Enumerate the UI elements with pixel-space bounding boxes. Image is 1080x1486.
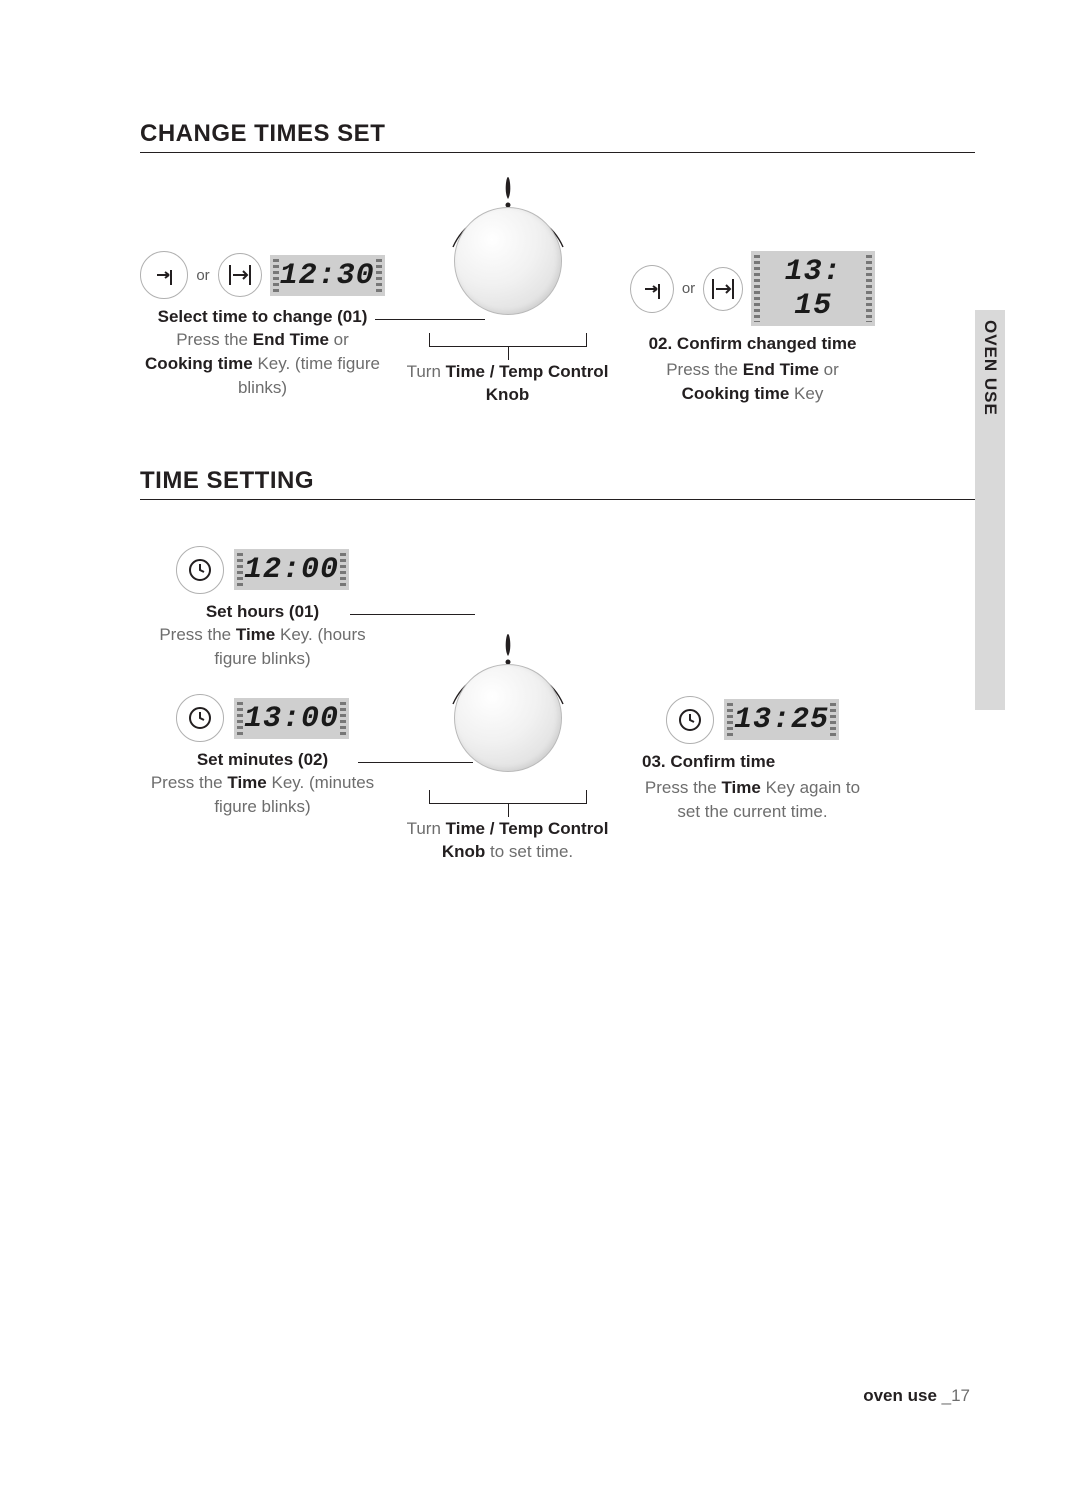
step1-desc: Press the End Time or Cooking time Key. … — [140, 328, 385, 399]
clock-icon — [176, 546, 224, 594]
side-tab: OVEN USE — [975, 310, 1005, 710]
step2-desc: Press the End Time or Cooking time Key — [630, 358, 875, 406]
knob-label: Turn Time / Temp Control Knob — [405, 361, 610, 407]
knob-column-ts: Turn Time / Temp Control Knob to set tim… — [405, 526, 610, 864]
step1-title: Select time to change (01) — [140, 307, 385, 327]
digital-display: 13: 15 — [751, 251, 875, 326]
display-value: 13:00 — [244, 702, 339, 736]
confirm-desc: Press the Time Key again to set the curr… — [630, 776, 875, 824]
section-title: TIME SETTING — [140, 467, 975, 500]
confirm-icons: 13:25 — [630, 696, 875, 744]
hours-desc: Press the Time Key. (hours figure blinks… — [140, 623, 385, 671]
step2-icons: or 13: 15 — [630, 251, 875, 326]
minutes-title: Set minutes (02) — [140, 750, 385, 770]
confirm-title: 03. Confirm time — [630, 752, 875, 772]
section-title: CHANGE TIMES SET — [140, 120, 975, 153]
display-value: 13: 15 — [761, 255, 865, 323]
step2-title: 02. Confirm changed time — [630, 334, 875, 354]
end-time-icon — [630, 265, 674, 313]
cooking-time-icon — [703, 267, 743, 311]
digital-display: 12:30 — [270, 255, 385, 296]
section-time-setting: TIME SETTING 12:00 Set hours (01) — [140, 467, 975, 864]
clock-icon — [666, 696, 714, 744]
or-label: or — [682, 280, 695, 297]
knob-label-ts: Turn Time / Temp Control Knob to set tim… — [405, 818, 610, 864]
display-value: 12:30 — [280, 259, 375, 293]
control-knob[interactable] — [454, 664, 562, 772]
display-value: 13:25 — [734, 703, 829, 737]
section-change-times: CHANGE TIMES SET or 12:30 Sel — [140, 120, 975, 407]
end-time-icon — [140, 251, 188, 299]
display-value: 12:00 — [244, 553, 339, 587]
step1-icons: or 12:30 — [140, 251, 385, 299]
cooking-time-icon — [218, 253, 262, 297]
hours-title: Set hours (01) — [140, 602, 385, 622]
or-label: or — [196, 267, 209, 284]
digital-display: 12:00 — [234, 549, 349, 590]
digital-display: 13:25 — [724, 699, 839, 740]
set-minutes-block: 13:00 Set minutes (02) Press the Time Ke… — [140, 694, 385, 819]
knob-column: Turn Time / Temp Control Knob — [405, 179, 610, 407]
control-knob[interactable] — [454, 207, 562, 315]
page-footer: oven use _17 — [863, 1386, 970, 1406]
minutes-desc: Press the Time Key. (minutes figure blin… — [140, 771, 385, 819]
clock-icon — [176, 694, 224, 742]
digital-display: 13:00 — [234, 698, 349, 739]
set-hours-block: 12:00 Set hours (01) Press the Time Key.… — [140, 546, 385, 671]
side-tab-label: OVEN USE — [980, 320, 1000, 416]
